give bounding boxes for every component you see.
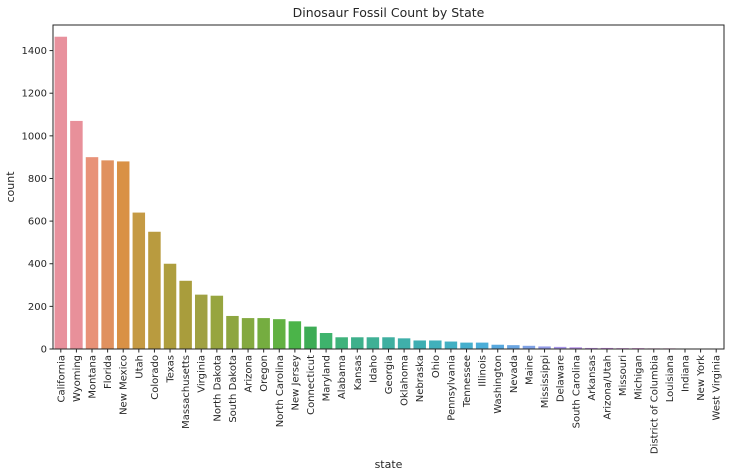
- bar-maryland: [319, 333, 333, 349]
- bars-group: [54, 36, 723, 349]
- bar-new-mexico: [116, 161, 130, 349]
- bar-colorado: [148, 231, 161, 349]
- x-tick-label: Ohio: [431, 355, 442, 378]
- bar-nebraska: [413, 340, 426, 349]
- bar-alabama: [335, 337, 348, 349]
- bar-arizona-utah: [600, 347, 614, 349]
- bar-washington: [491, 344, 504, 349]
- x-tick-label: North Carolina: [275, 355, 286, 427]
- bar-florida: [101, 160, 114, 349]
- y-tick-label: 800: [28, 174, 47, 185]
- y-axis-label: count: [4, 171, 17, 203]
- x-tick-label: Virginia: [197, 355, 208, 393]
- bar-maine: [522, 345, 536, 349]
- bar-ohio: [429, 340, 442, 349]
- x-tick-label: Oregon: [259, 355, 270, 392]
- bar-tennessee: [460, 342, 473, 349]
- y-tick-label: 1000: [22, 131, 47, 142]
- bar-georgia: [382, 337, 395, 349]
- bar-illinois: [475, 342, 489, 349]
- x-tick-label: Maryland: [322, 355, 333, 401]
- bar-texas: [163, 263, 177, 349]
- bar-oklahoma: [397, 338, 411, 349]
- bar-south-dakota: [226, 315, 239, 349]
- bar-north-dakota: [210, 295, 224, 349]
- plot-frame: [52, 24, 725, 350]
- x-tick-label: North Dakota: [212, 355, 223, 422]
- x-tick-label: Colorado: [150, 355, 161, 400]
- x-tick-label: West Virginia: [712, 355, 723, 420]
- bar-new-jersey: [288, 321, 302, 349]
- bar-arizona: [241, 318, 255, 349]
- x-tick-label: Delaware: [556, 355, 567, 402]
- x-tick-label: Maine: [524, 355, 535, 385]
- bar-arkansas: [585, 347, 598, 349]
- x-tick-label: Massachusetts: [181, 355, 192, 429]
- bar-kansas: [351, 337, 364, 349]
- x-tick-label: Montana: [88, 355, 99, 399]
- x-tick-label: Idaho: [368, 355, 379, 383]
- x-tick-label: South Carolina: [571, 355, 582, 428]
- x-tick-label: Tennessee: [462, 355, 473, 408]
- bar-delaware: [553, 346, 567, 349]
- y-tick-label: 600: [28, 217, 47, 228]
- y-tick-label: 1200: [22, 89, 47, 100]
- bar-virginia: [195, 294, 208, 349]
- bar-wyoming: [70, 120, 83, 349]
- x-tick-label: Indiana: [680, 355, 691, 392]
- x-tick-label: Connecticut: [306, 355, 317, 415]
- y-tick-label: 200: [28, 302, 47, 313]
- x-tick-label: Nevada: [509, 355, 520, 393]
- x-tick-label: Oklahoma: [400, 355, 411, 406]
- chart-title: Dinosaur Fossil Count by State: [293, 5, 485, 20]
- y-tick-label: 0: [41, 345, 47, 356]
- x-tick-label: Wyoming: [72, 355, 83, 402]
- x-tick-label: Kansas: [353, 355, 364, 390]
- x-tick-label: Arkansas: [587, 355, 598, 401]
- x-tick-label: Louisiana: [665, 355, 676, 402]
- bar-utah: [132, 212, 146, 349]
- bar-massachusetts: [179, 280, 192, 349]
- y-tick-label: 1400: [22, 46, 47, 57]
- x-tick-label: Arizona: [244, 355, 255, 393]
- x-tick-label: Nebraska: [415, 355, 426, 402]
- x-tick-label: Pennsylvania: [446, 355, 457, 421]
- x-tick-label: Utah: [134, 355, 145, 379]
- x-tick-label: Michigan: [634, 355, 645, 400]
- bar-south-carolina: [569, 347, 582, 349]
- x-tick-label: Arizona/Utah: [602, 355, 613, 420]
- x-tick-label: New Jersey: [290, 355, 301, 411]
- bar-mississippi: [538, 346, 551, 349]
- x-tick-label: New York: [696, 355, 707, 401]
- x-axis-label: state: [375, 458, 403, 471]
- x-tick-label: California: [56, 355, 67, 403]
- x-tick-label: Texas: [166, 355, 177, 384]
- x-tick-label: New Mexico: [119, 355, 130, 415]
- bar-pennsylvania: [444, 341, 458, 349]
- bar-montana: [85, 157, 99, 349]
- x-tick-label: Florida: [103, 355, 114, 389]
- y-tick-label: 400: [28, 259, 47, 270]
- x-tick-label: Illinois: [478, 355, 489, 387]
- bar-connecticut: [304, 326, 317, 349]
- x-tick-label: District of Columbia: [649, 355, 660, 454]
- bar-north-carolina: [273, 319, 286, 349]
- bar-california: [54, 36, 68, 349]
- bar-nevada: [507, 345, 520, 349]
- x-axis: California Wyoming Montana Florida New Mexic…: [56, 349, 723, 454]
- x-tick-label: Mississippi: [540, 355, 551, 408]
- x-tick-label: Missouri: [618, 355, 629, 396]
- x-tick-label: Alabama: [337, 355, 348, 399]
- x-tick-label: South Dakota: [228, 355, 239, 423]
- y-axis: 0 200 400 600 800 1000 1200 1400: [22, 46, 53, 356]
- bar-idaho: [366, 337, 380, 349]
- x-tick-label: Washington: [493, 355, 504, 414]
- bar-oregon: [257, 318, 270, 349]
- x-tick-label: Georgia: [384, 355, 395, 394]
